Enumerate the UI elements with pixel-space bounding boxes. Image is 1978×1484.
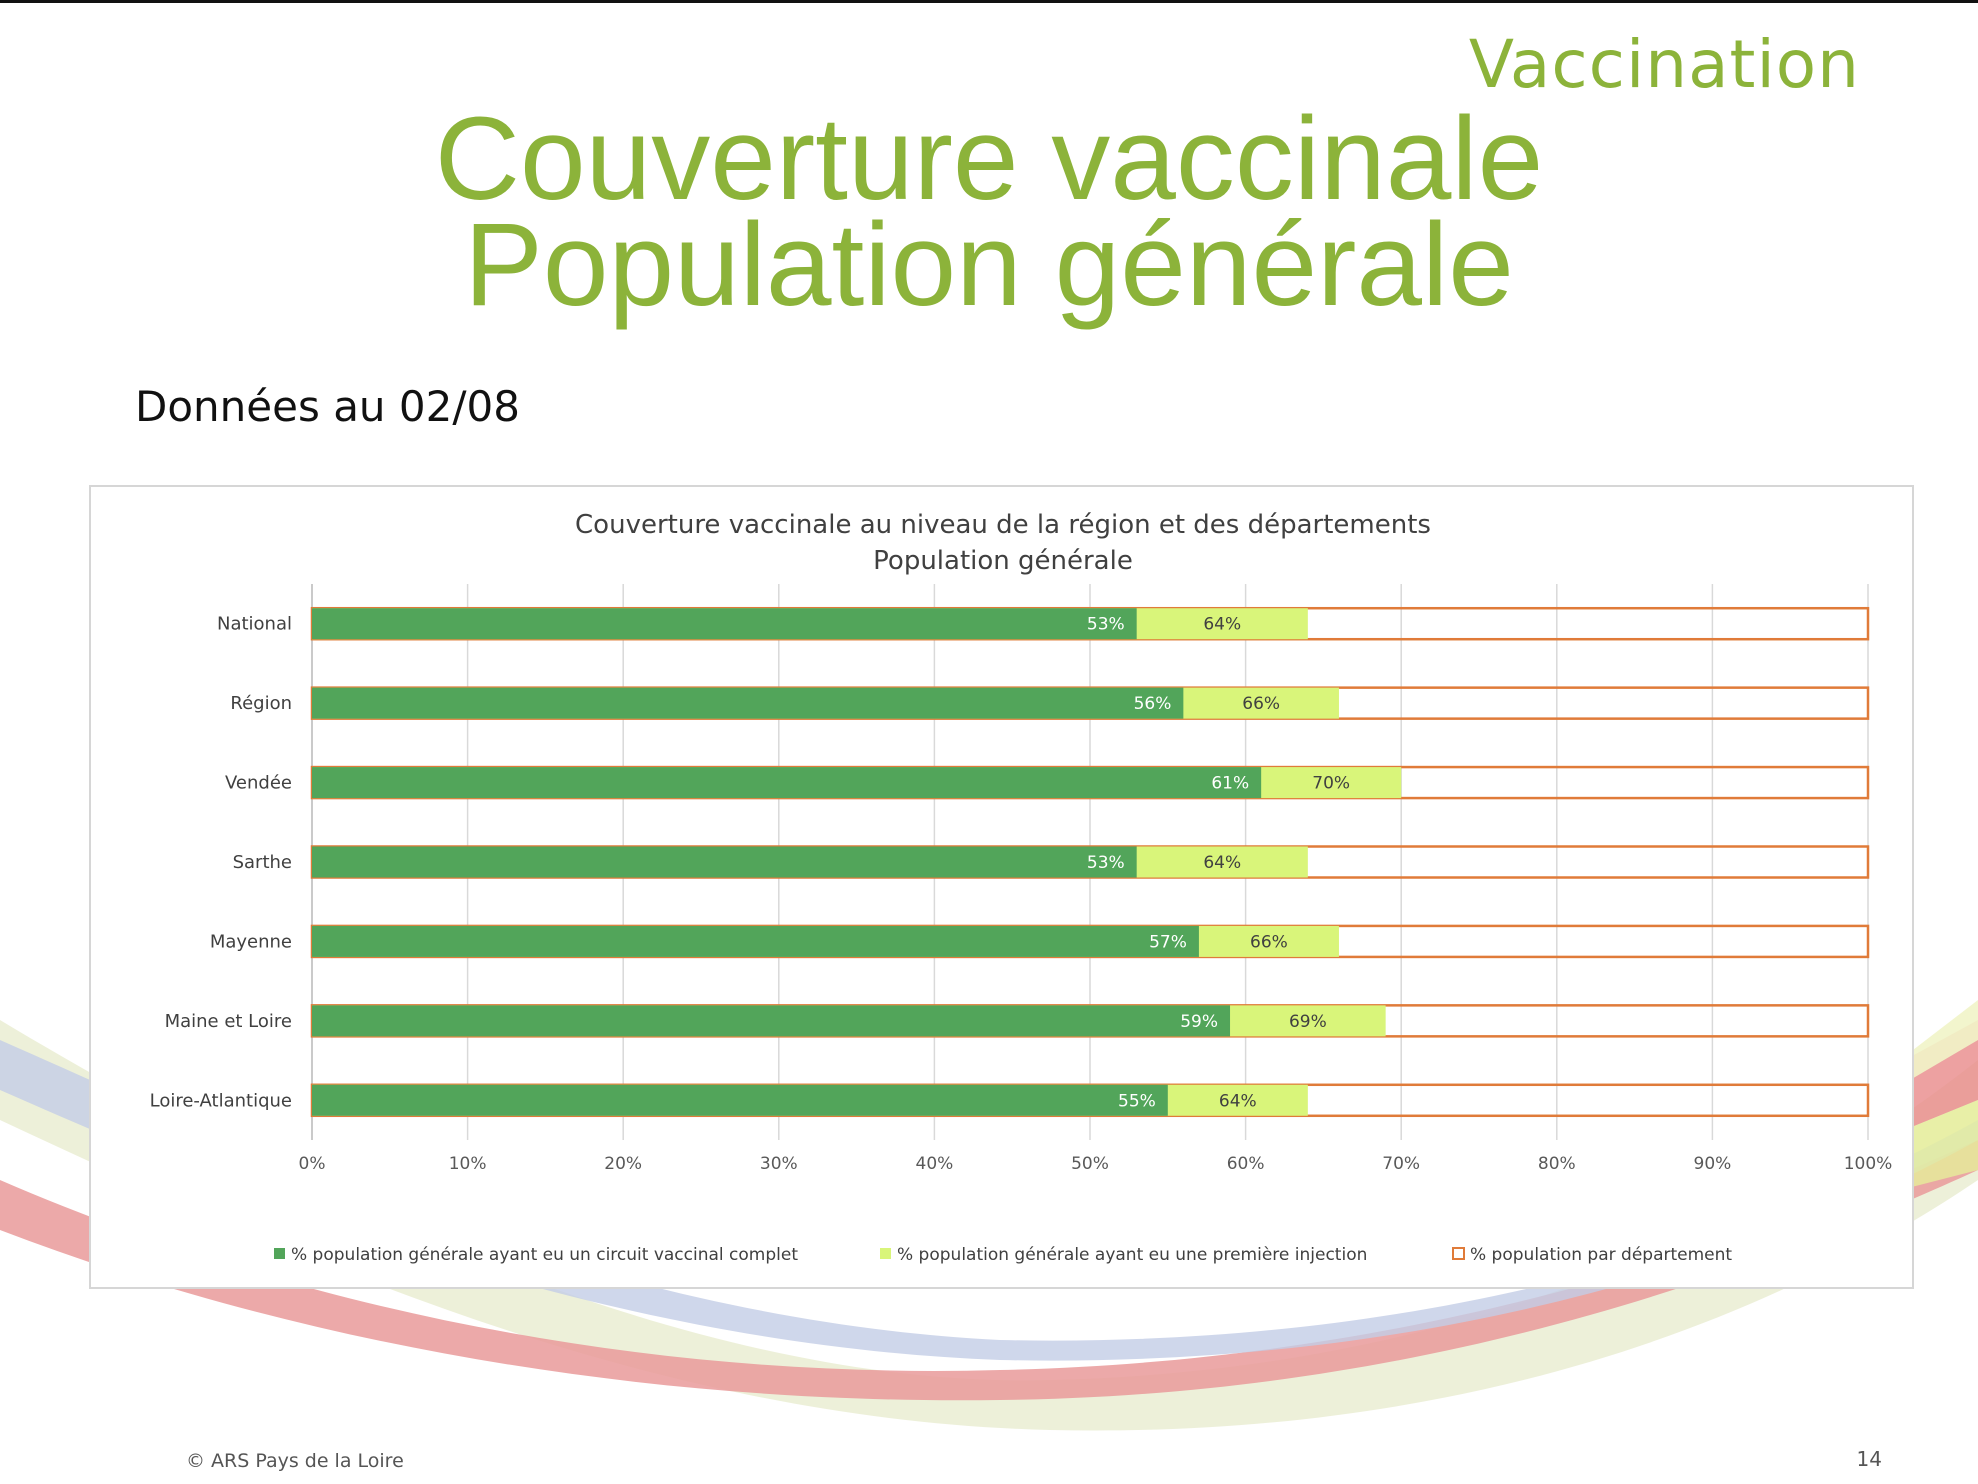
data-label-first-injection: 64% [1203,853,1241,873]
legend-population-swatch [1452,1247,1465,1260]
chart-container: Couverture vaccinale au niveau de la rég… [89,485,1914,1289]
footer-copyright: © ARS Pays de la Loire [186,1450,404,1472]
slide-title-line2: Population générale [464,199,1514,331]
slide-title-line1: Couverture vaccinale [434,93,1544,225]
page-number: 14 [1856,1447,1882,1471]
legend-population-label: % population par département [1470,1245,1732,1265]
section-tag: Vaccination [1468,26,1860,103]
bar-complete [312,1005,1231,1037]
data-label-complete: 59% [1180,1012,1218,1032]
data-label-first-injection: 69% [1289,1012,1327,1032]
data-label-first-injection: 66% [1242,694,1280,714]
data-date: Données au 02/08 [135,382,520,431]
x-tick-label: 50% [1071,1154,1109,1174]
x-tick-label: 40% [916,1154,954,1174]
x-tick-label: 100% [1844,1154,1893,1174]
x-tick-label: 90% [1694,1154,1732,1174]
slide-top-border [0,0,1978,3]
legend-first-injection-swatch [880,1248,891,1259]
slide-title: Couverture vaccinale Population générale [0,93,1978,331]
x-tick-label: 20% [604,1154,642,1174]
x-tick-label: 60% [1227,1154,1265,1174]
bar-complete [312,1084,1168,1116]
bar-complete [312,925,1199,957]
x-tick-label: 70% [1382,1154,1420,1174]
bar-complete [312,608,1137,640]
legend-complete-swatch [274,1248,285,1259]
legend-first-injection-label: % population générale ayant eu une premi… [897,1245,1367,1265]
data-label-first-injection: 70% [1312,774,1350,794]
category-label: National [217,614,292,635]
data-label-first-injection: 64% [1219,1091,1257,1111]
data-label-complete: 61% [1211,774,1249,794]
data-label-complete: 56% [1134,694,1172,714]
category-label: Maine et Loire [165,1011,292,1032]
x-tick-label: 10% [449,1154,487,1174]
x-tick-label: 80% [1538,1154,1576,1174]
data-label-complete: 53% [1087,615,1125,635]
bar-complete [312,687,1184,719]
category-label: Loire-Atlantique [150,1090,292,1111]
category-label: Mayenne [210,931,292,952]
category-label: Région [230,693,292,714]
chart-title-line2: Population générale [873,546,1133,576]
data-label-complete: 55% [1118,1091,1156,1111]
data-label-complete: 53% [1087,853,1125,873]
x-tick-label: 30% [760,1154,798,1174]
legend-complete-label: % population générale ayant eu un circui… [291,1245,798,1265]
data-label-first-injection: 66% [1250,932,1288,952]
category-label: Vendée [225,773,292,794]
chart-svg: Couverture vaccinale au niveau de la rég… [150,510,1893,1265]
bar-complete [312,767,1262,799]
data-label-complete: 57% [1149,932,1187,952]
chart-title-line1: Couverture vaccinale au niveau de la rég… [575,510,1431,540]
x-tick-label: 0% [299,1154,326,1174]
bar-complete [312,846,1137,878]
category-label: Sarthe [233,852,292,873]
data-label-first-injection: 64% [1203,615,1241,635]
